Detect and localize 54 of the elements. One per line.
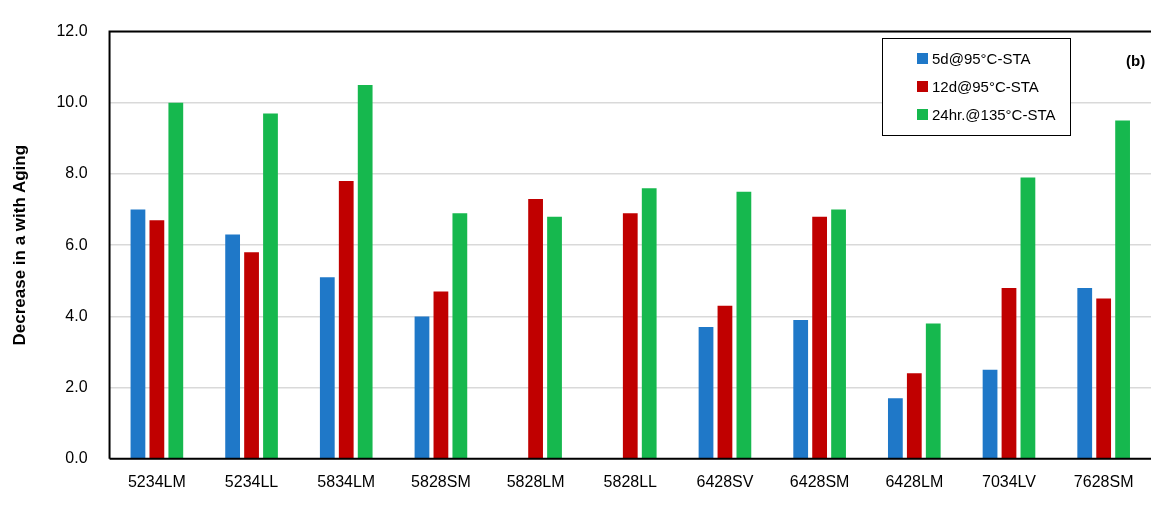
bar [793, 319, 809, 459]
y-axis-title: Decrease in a with Aging [9, 144, 29, 346]
x-tick-label: 6428SM [789, 472, 850, 490]
y-tick-label: 10.0 [56, 93, 88, 111]
bar [338, 181, 354, 459]
bar [736, 191, 752, 459]
bar [263, 113, 278, 459]
y-tick-label: 2.0 [65, 378, 88, 396]
x-tick-label: 5234LL [224, 472, 279, 490]
bar [812, 216, 828, 459]
y-tick-label: 8.0 [65, 164, 88, 182]
x-tick-label: 6428LM [885, 472, 944, 490]
bar [547, 216, 562, 459]
legend-label: 12d@95°C-STA [932, 78, 1039, 96]
legend-label: 24hr.@135°C-STA [932, 106, 1056, 124]
bar [244, 252, 259, 459]
bar [433, 291, 449, 459]
bar [1001, 287, 1017, 459]
bar [831, 209, 846, 459]
bar [414, 316, 430, 459]
bar [887, 398, 903, 459]
bar [528, 198, 543, 459]
x-tick-label: 6428SV [696, 472, 754, 490]
bar [130, 209, 146, 459]
x-tick-label: 5834LM [317, 472, 376, 490]
y-tick-label: 4.0 [65, 306, 88, 324]
x-tick-label: 5828LM [506, 472, 565, 490]
bar [717, 305, 733, 459]
bar [452, 213, 468, 459]
y-tick-label: 12.0 [56, 22, 88, 40]
x-tick-label: 5234LM [127, 472, 186, 490]
bar [1115, 120, 1130, 459]
bar [982, 369, 998, 459]
bar [906, 373, 922, 459]
x-tick-label: 7628SM [1073, 472, 1134, 490]
bar [357, 85, 373, 459]
bar [1077, 287, 1093, 459]
y-tick-label: 6.0 [65, 235, 88, 253]
bar [641, 188, 657, 459]
bar [168, 102, 184, 459]
bar [225, 234, 241, 459]
x-tick-label: 5828SM [411, 472, 471, 490]
annotation: (b) [1126, 51, 1146, 69]
bar [925, 323, 941, 459]
x-tick-label: 7034LV [981, 472, 1037, 490]
bar [319, 277, 335, 459]
bar [622, 213, 638, 459]
bar [1020, 177, 1036, 459]
legend-label: 5d@95°C-STA [932, 50, 1031, 68]
bar [1096, 298, 1112, 459]
x-tick-label: 5828LL [603, 472, 658, 490]
bar [149, 220, 165, 459]
y-tick-label: 0.0 [65, 449, 88, 467]
bar [698, 327, 714, 459]
